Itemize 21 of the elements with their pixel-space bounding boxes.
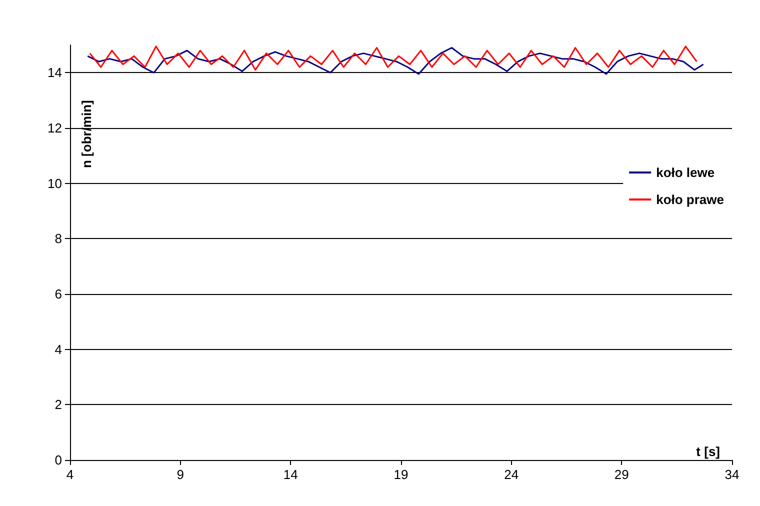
x-tick-label: 4 [66, 467, 74, 482]
y-tick-label: 14 [48, 65, 62, 80]
y-axis-title: n [obr/min] [79, 100, 94, 168]
x-tick-label: 9 [176, 467, 184, 482]
y-tick-label: 2 [54, 397, 62, 412]
line-series [89, 46, 698, 71]
x-tick-label: 19 [394, 467, 408, 482]
y-tick-label: 0 [54, 452, 62, 468]
y-tick-label: 12 [48, 120, 62, 136]
legend-label: koło prawe [656, 192, 724, 207]
x-axis-title: t [s] [696, 444, 720, 459]
x-tick-label: 24 [504, 467, 519, 482]
x-tick-label: 14 [283, 467, 298, 482]
y-tick-label: 6 [54, 286, 62, 302]
x-tick-label: 29 [614, 467, 629, 482]
y-tick-label: 4 [54, 342, 62, 357]
line-series [86, 47, 704, 75]
legend-label: koło lewe [656, 165, 715, 180]
y-tick-label: 8 [54, 231, 62, 246]
y-tick-label: 10 [48, 176, 62, 191]
x-tick-label: 34 [724, 467, 740, 482]
